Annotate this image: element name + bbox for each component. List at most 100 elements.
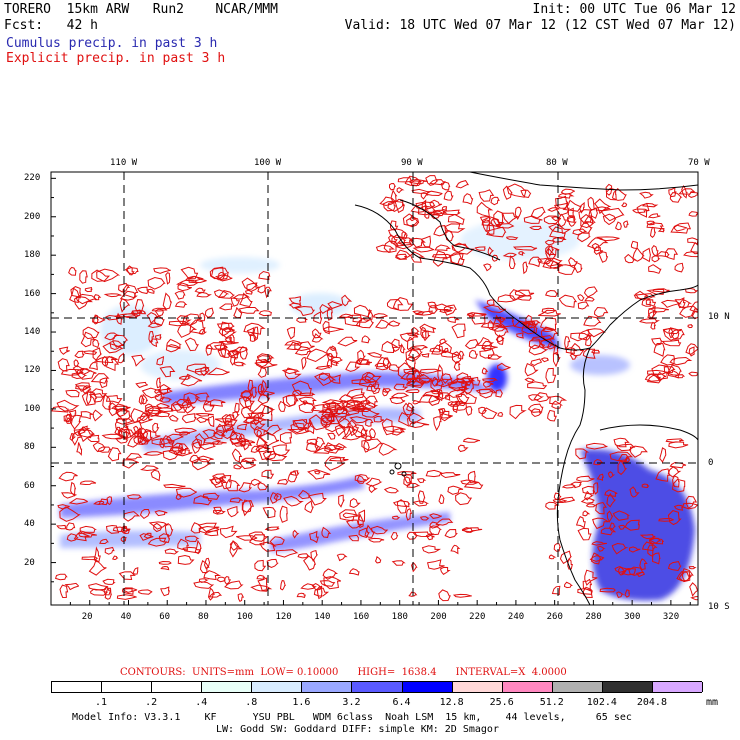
precip-contour (301, 356, 307, 371)
precip-contour (547, 245, 555, 258)
precip-contour (660, 299, 682, 308)
precip-contour (246, 327, 255, 337)
precip-contour (311, 583, 323, 591)
precip-contour (81, 391, 98, 406)
precip-contour (555, 195, 569, 209)
precip-contour (374, 362, 388, 368)
precip-contour (386, 298, 404, 311)
precip-contour (81, 556, 99, 561)
precip-contour (68, 498, 88, 505)
precip-contour (243, 322, 266, 335)
colorbar-swatch (402, 682, 453, 692)
precip-contour (657, 227, 665, 233)
precip-contour (552, 236, 567, 243)
precip-contour (419, 516, 430, 521)
precip-contour (165, 433, 184, 442)
y-tick-label: 180 (24, 250, 41, 261)
precip-contour (674, 262, 685, 273)
precip-contour (65, 389, 80, 398)
precip-contour (382, 357, 390, 370)
precip-contour (428, 305, 439, 314)
precip-contour (426, 559, 445, 570)
precip-contour (435, 518, 454, 526)
colorbar-swatch (202, 682, 253, 692)
precip-contour (481, 367, 489, 375)
precip-contour (253, 326, 259, 342)
precip-contour (408, 591, 418, 597)
precip-contour (194, 287, 206, 294)
precip-contour (396, 499, 408, 514)
precip-contour (390, 392, 410, 399)
precip-contour (561, 484, 576, 489)
precip-contour (190, 522, 203, 534)
precip-contour (388, 320, 401, 327)
precip-contour (218, 303, 233, 311)
y-tick-label: 80 (24, 442, 35, 453)
x-tick-label: 100 (236, 612, 253, 622)
precip-contour (648, 537, 665, 545)
precip-contour (180, 373, 203, 387)
valid-time: Valid: 18 UTC Wed 07 Mar 12 (12 CST Wed … (344, 18, 736, 33)
precip-contour (366, 383, 378, 392)
precip-contour (392, 297, 414, 311)
precip-contour (212, 473, 227, 484)
precip-contour (449, 400, 467, 407)
x-tick-label: 200 (430, 612, 447, 622)
precip-contour (231, 448, 243, 463)
precip-contour (364, 371, 376, 382)
colorbar-swatch (252, 682, 303, 692)
precip-contour (250, 478, 262, 486)
precip-contour (361, 438, 383, 451)
precip-contour (577, 294, 585, 302)
x-tick-label: 20 (81, 612, 93, 622)
precip-contour (375, 356, 393, 371)
precip-contour (79, 480, 97, 486)
precip-contour (262, 506, 277, 519)
precip-contour (51, 405, 69, 413)
precip-contour (79, 525, 97, 533)
explicit-contours (51, 175, 698, 602)
precip-contour (651, 255, 661, 263)
precip-contour (381, 418, 394, 436)
precip-contour (349, 416, 369, 424)
precip-contour (678, 188, 696, 195)
precip-contour (606, 510, 614, 523)
precip-contour (679, 305, 698, 318)
precip-contour (292, 419, 309, 429)
y-tick-label: 60 (24, 480, 35, 491)
precip-contour (585, 442, 608, 450)
precip-contour (455, 180, 470, 189)
precip-contour (136, 415, 153, 424)
precip-contour (102, 393, 112, 411)
precip-contour (159, 366, 176, 378)
precip-contour (670, 328, 685, 340)
precip-contour (383, 240, 400, 254)
precip-contour (250, 584, 273, 592)
precip-contour (455, 492, 473, 506)
precip-contour (596, 236, 620, 242)
precip-contour (624, 519, 640, 531)
precip-contour (308, 414, 329, 431)
precip-contour (430, 378, 445, 392)
precip-contour (411, 561, 418, 573)
precip-contour (210, 267, 229, 281)
precip-contour (651, 364, 671, 380)
precip-contour (338, 313, 354, 319)
precip-contour (397, 470, 417, 476)
precip-contour (298, 396, 317, 405)
precip-contour (66, 533, 79, 542)
precip-contour (432, 250, 448, 267)
precip-contour (166, 338, 182, 350)
precip-contour (482, 377, 498, 383)
precip-contour (420, 326, 428, 339)
precip-contour (530, 408, 543, 418)
precip-contour (411, 326, 420, 337)
precip-contour (558, 264, 577, 275)
colorbar-label: .4 (195, 697, 208, 708)
precip-contour (256, 353, 275, 363)
precip-contour (444, 528, 458, 539)
precip-contour (326, 402, 348, 418)
precip-contour (440, 410, 453, 422)
precip-contour (379, 196, 398, 207)
precip-contour (195, 412, 214, 417)
